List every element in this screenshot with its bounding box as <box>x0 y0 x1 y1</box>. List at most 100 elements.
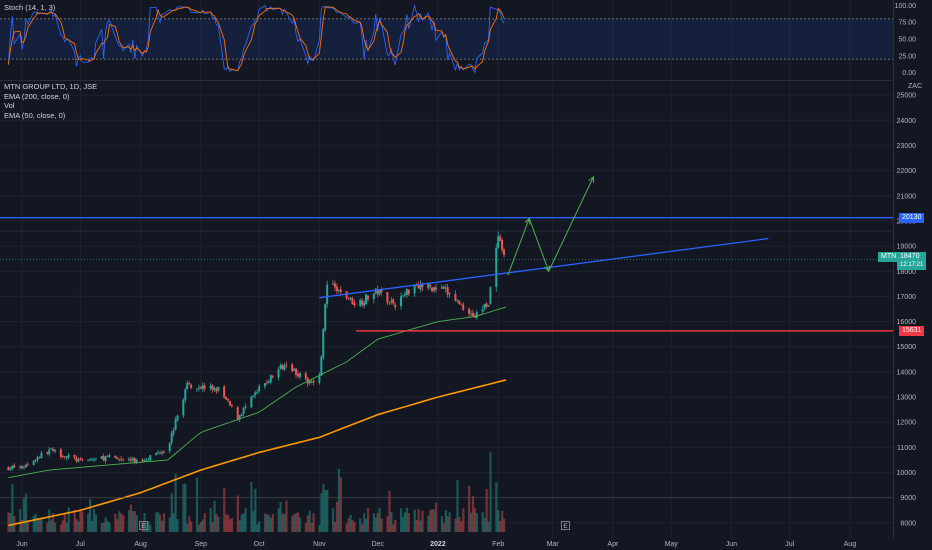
volume-bar <box>48 509 51 532</box>
time-tick-label: 2022 <box>430 541 446 548</box>
volume-bar <box>184 483 187 532</box>
volume-bar <box>417 509 420 532</box>
ema200-legend[interactable]: EMA (200, close, 0) <box>4 91 70 101</box>
volume-bar <box>252 511 255 532</box>
volume-bar <box>483 517 486 532</box>
volume-bar <box>485 489 488 532</box>
candle-body <box>345 291 348 299</box>
volume-bar <box>304 523 307 532</box>
candle-body <box>263 383 266 387</box>
price-tick-label: 21000 <box>897 193 917 200</box>
volume-bar <box>223 488 226 532</box>
volume-bar <box>174 473 177 532</box>
volume-bar <box>215 514 218 532</box>
candle-body <box>199 387 202 389</box>
earnings-event-marker[interactable]: E <box>139 521 148 530</box>
volume-bar <box>11 484 14 532</box>
volume-bar <box>293 514 296 532</box>
legend[interactable]: MTN GROUP LTD, 1D, JSE EMA (200, close, … <box>4 82 97 120</box>
candle-body <box>320 356 323 376</box>
candle-body <box>442 286 445 289</box>
candle-body <box>40 452 43 459</box>
volume-bar <box>475 513 479 532</box>
candle-body <box>503 249 506 255</box>
ema50-legend[interactable]: EMA (50, close, 0) <box>4 110 66 120</box>
candle-body <box>48 449 51 455</box>
candle-body <box>318 374 321 383</box>
candle-body <box>469 313 472 315</box>
volume-bar <box>351 520 354 532</box>
candle-body <box>298 373 301 378</box>
candle-body <box>433 287 436 291</box>
candle-body <box>61 456 64 457</box>
volume-bar <box>487 521 490 532</box>
volume-bar <box>295 513 298 532</box>
volume-bar <box>160 520 164 532</box>
volume-bar <box>122 515 125 532</box>
candle-body <box>440 287 443 289</box>
candle-body <box>38 457 41 459</box>
volume-bar <box>386 516 389 532</box>
candle-body <box>65 456 68 458</box>
time-axis[interactable]: Jun Jul Aug Sep Oct Nov Dec 2022 Feb Mar Apr May Jun… <box>16 541 856 548</box>
candle-body <box>213 387 216 390</box>
volume-bar <box>199 521 203 532</box>
volume-bar <box>380 518 383 532</box>
volume-bar <box>79 508 82 532</box>
candle-body <box>435 287 437 290</box>
candle-body <box>240 414 243 416</box>
candle-body <box>279 365 282 369</box>
candle-body <box>403 293 406 296</box>
volume-bar <box>172 513 175 532</box>
candle-body <box>50 448 53 450</box>
candle-body <box>417 285 420 289</box>
volume-bar <box>405 507 409 532</box>
time-tick-label: Jul <box>785 541 794 548</box>
volume-bar <box>106 520 109 532</box>
volume-bar <box>503 518 506 532</box>
stoch-legend[interactable]: Stoch (14, 1, 3) <box>4 3 56 12</box>
volume-bar <box>359 518 362 532</box>
candle-body <box>378 289 381 295</box>
candle-body <box>281 364 284 370</box>
price-tick-label: 22000 <box>897 168 917 175</box>
volume-bar <box>378 508 381 532</box>
volume-bar <box>283 514 286 532</box>
time-tick-label: Jun <box>726 541 737 548</box>
projection-arrowhead <box>588 175 594 183</box>
volume-bar <box>335 501 339 532</box>
candle-body <box>133 457 136 462</box>
volume-bar <box>225 514 228 532</box>
time-tick-label: Oct <box>254 541 265 548</box>
candle-body <box>429 284 432 287</box>
candle-body <box>353 303 356 306</box>
volume-legend[interactable]: Vol <box>4 101 15 110</box>
ema50-line <box>8 306 507 479</box>
volume-bar <box>46 522 49 532</box>
candle-body <box>118 459 121 461</box>
volume-bar <box>230 518 234 532</box>
symbol-badge: MTN <box>878 252 900 262</box>
volume-bar <box>22 498 26 532</box>
volume-bar <box>495 482 498 532</box>
volume-bar <box>201 519 204 532</box>
candle-body <box>174 419 177 430</box>
candle-body <box>127 459 130 460</box>
candle-body <box>7 466 10 471</box>
candle-body <box>90 459 93 461</box>
volume-bar <box>21 519 24 532</box>
symbol-title[interactable]: MTN GROUP LTD, 1D, JSE <box>4 82 98 91</box>
candle-body <box>155 452 158 455</box>
candle-body <box>308 380 311 384</box>
candle-body <box>265 382 268 384</box>
candle-body <box>475 312 478 318</box>
candle-body <box>87 460 90 462</box>
volume-bar <box>374 517 377 532</box>
candle-body <box>337 289 340 291</box>
drawings[interactable] <box>0 175 893 499</box>
candle-body <box>227 399 230 401</box>
projection-segment <box>528 218 550 272</box>
earnings-event-marker[interactable]: E <box>561 521 570 530</box>
price-axis[interactable]: 8000 9000 10000 11000 12000 13000 14000 15000 16… <box>897 93 917 528</box>
